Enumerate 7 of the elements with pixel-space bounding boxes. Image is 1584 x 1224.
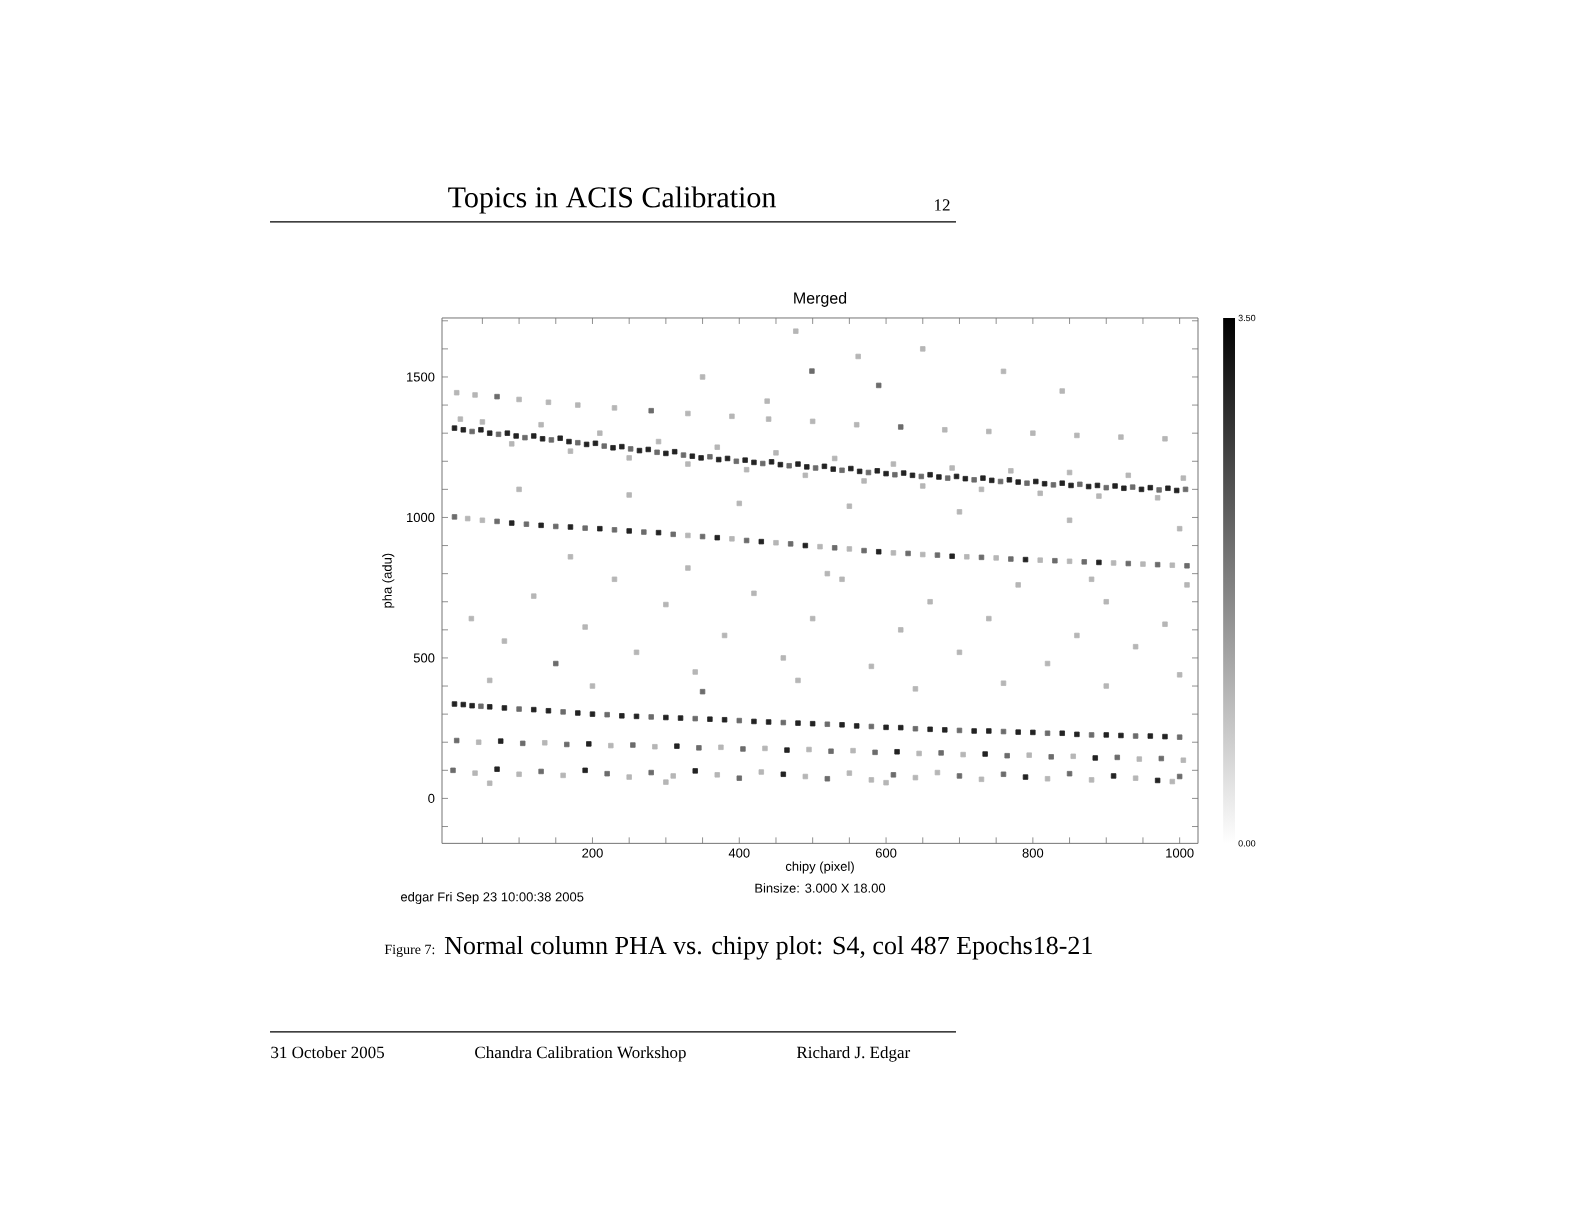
text: Chandra Calibration Workshop [475, 1046, 686, 1062]
text: Richard J. Edgar [796, 1046, 911, 1062]
text: Normal column PHA vs. chipy plot: S4, col 487 Epochs18-21 [444, 935, 1092, 960]
text: 31 October 2005 [271, 1046, 385, 1059]
text: 12 [935, 199, 950, 211]
text: Topics in ACIS Calibration [448, 186, 776, 214]
chart-title: Merged [794, 291, 847, 307]
